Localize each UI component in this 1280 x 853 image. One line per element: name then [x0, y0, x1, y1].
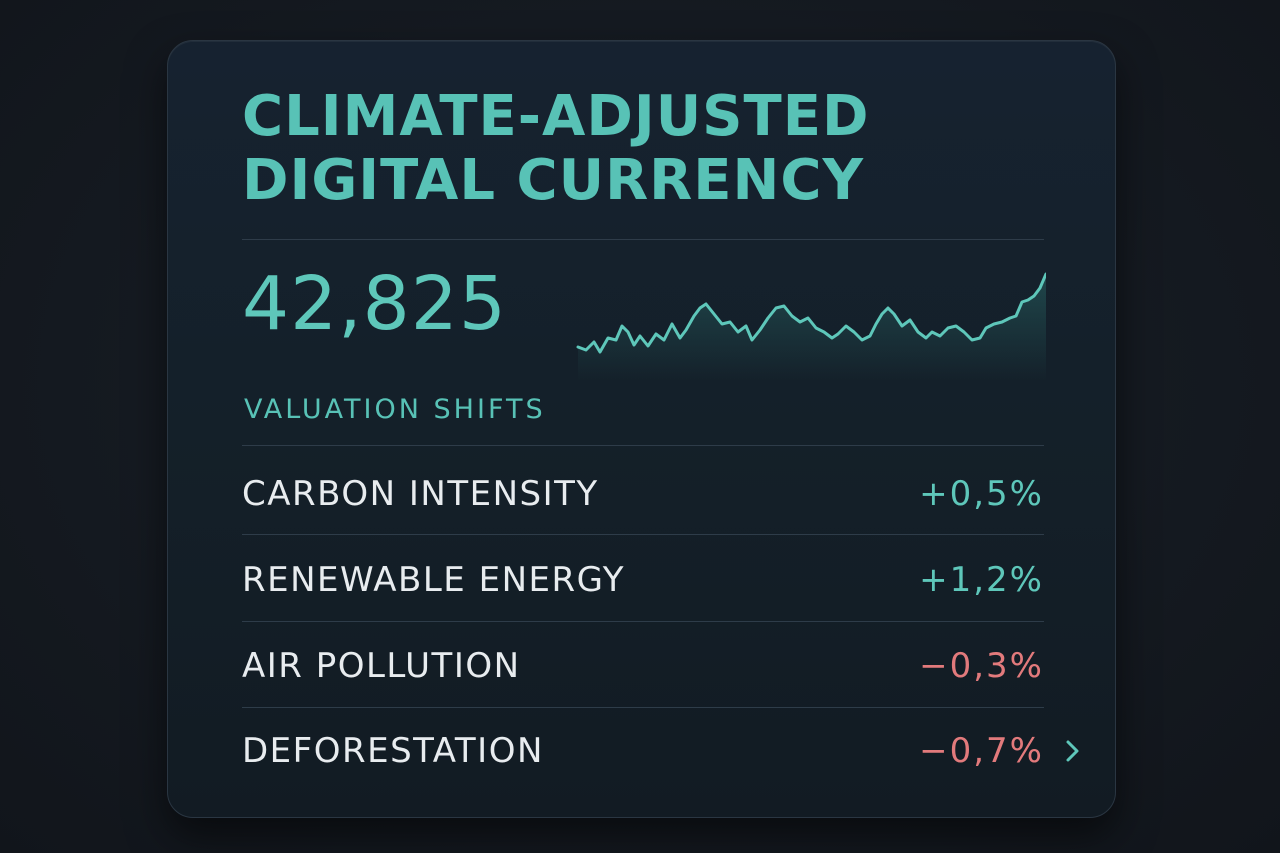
price-value: 42,825 [242, 261, 507, 347]
card-title: CLIMATE-ADJUSTED DIGITAL CURRENCY [242, 85, 1062, 213]
sparkline-chart [576, 272, 1046, 381]
row-divider [242, 707, 1044, 708]
row-label: AIR POLLUTION [242, 646, 521, 686]
title-divider [242, 239, 1044, 240]
title-line-2: DIGITAL CURRENCY [242, 147, 865, 213]
chevron-right-icon[interactable] [1063, 738, 1083, 764]
row-label: CARBON INTENSITY [242, 474, 599, 514]
title-line-1: CLIMATE-ADJUSTED [242, 84, 870, 149]
row-divider [242, 621, 1044, 622]
list-item-carbon-intensity[interactable]: CARBON INTENSITY +0,5% [242, 451, 1044, 537]
sparkline-line [576, 272, 1046, 354]
section-label: VALUATION SHIFTS [244, 394, 546, 425]
section-divider [242, 445, 1044, 446]
row-value: +0,5% [919, 474, 1044, 514]
row-value: −0,3% [919, 646, 1044, 686]
row-label: DEFORESTATION [242, 731, 544, 771]
sparkline-area [578, 274, 1046, 381]
row-value: −0,7% [919, 731, 1044, 771]
row-label: RENEWABLE ENERGY [242, 560, 626, 600]
row-divider [242, 534, 1044, 535]
list-item-air-pollution[interactable]: AIR POLLUTION −0,3% [242, 623, 1044, 709]
list-item-renewable-energy[interactable]: RENEWABLE ENERGY +1,2% [242, 537, 1044, 623]
currency-card: CLIMATE-ADJUSTED DIGITAL CURRENCY 42,825… [167, 40, 1116, 818]
row-value: +1,2% [919, 560, 1044, 600]
list-item-deforestation[interactable]: DEFORESTATION −0,7% [242, 708, 1044, 794]
